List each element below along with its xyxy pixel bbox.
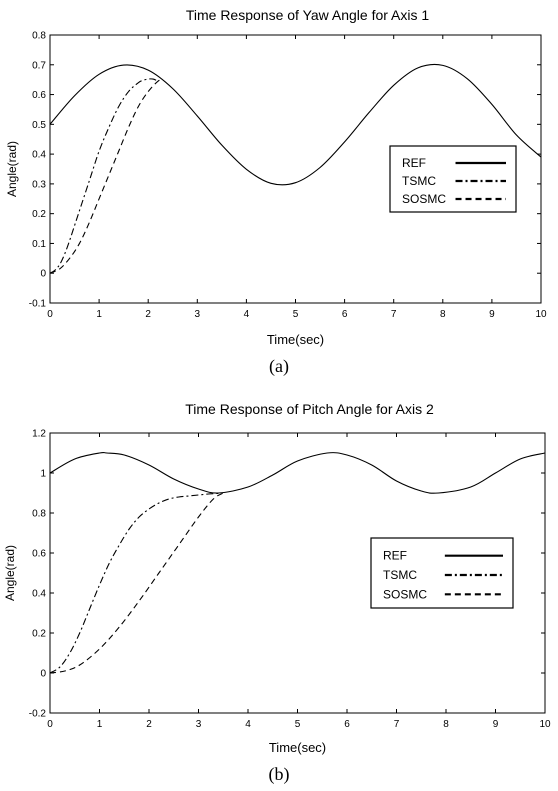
legend-box [370,537,514,609]
x-tick-label: 1 [97,719,103,730]
series-line-tsmc [49,492,219,674]
series-line-sosmc [49,492,224,674]
y-tick-label: 0.3 [32,179,46,190]
x-tick-label: 8 [440,309,446,320]
x-tick-label: 6 [342,309,348,320]
x-tick-label: 3 [195,309,201,320]
chart-b: Time Response of Pitch Angle for Axis 2 0… [3,401,551,755]
y-tick-label: 0.4 [32,150,46,161]
x-tick-label: 5 [293,309,299,320]
y-tick-label: 0.6 [32,549,46,560]
legend-label: SOSMC [383,587,427,601]
legend: REF TSMC SOSMC [389,145,517,213]
x-tick-label: 2 [146,719,152,730]
x-tick-label: 9 [493,719,499,730]
y-tick-label: 0.6 [32,90,46,101]
caption-b: (b) [268,764,290,784]
series-line-ref [49,451,546,494]
y-tick-label: 0 [40,669,46,680]
x-tick-label: 10 [535,309,547,320]
y-tick-label: 0.8 [32,509,46,520]
chart-a: Time Response of Yaw Angle for Axis 1 0 1 2… [5,7,547,347]
x-tick-label: 9 [489,309,495,320]
y-tick-label: 0.7 [32,60,46,71]
x-tick-label: 10 [539,719,551,730]
x-tick-label: 3 [196,719,202,730]
series-line-tsmc [49,78,159,274]
y-tick-label: 0.8 [32,31,46,42]
y-tick-label: 0 [40,269,46,280]
x-axis-label: Time(sec) [267,332,324,347]
y-tick-label: 1 [40,469,46,480]
x-tick-label: 0 [47,719,53,730]
x-tick-label: 8 [443,719,449,730]
legend-label: TSMC [383,568,417,582]
x-tick-label: 4 [245,719,251,730]
x-axis-label: Time(sec) [269,740,326,755]
x-tick-label: 7 [394,719,400,730]
x-tick-label: 0 [47,309,53,320]
series-line-sosmc [49,79,164,274]
legend: REF TSMC SOSMC [370,537,514,609]
y-tick-label: 1.2 [32,429,46,440]
legend-label: TSMC [402,174,436,188]
legend-box [389,145,517,213]
caption-a: (a) [269,356,289,376]
legend-label: REF [402,156,426,170]
y-tick-label: 0.5 [32,120,46,131]
x-tick-label: 2 [145,309,151,320]
y-tick-label: 0.1 [32,239,46,250]
y-tick-label: 0.4 [32,589,46,600]
y-tick-label: -0.2 [29,709,47,720]
x-tick-label: 1 [96,309,102,320]
legend-label: SOSMC [402,192,446,206]
y-axis-label: Angle(rad) [3,545,17,601]
y-tick-label: 0.2 [32,209,46,220]
chart-title: Time Response of Yaw Angle for Axis 1 [186,7,430,23]
y-tick-label: 0.2 [32,629,46,640]
series-line-ref [49,63,542,186]
legend-label: REF [383,549,407,563]
y-tick-label: -0.1 [29,299,47,310]
x-tick-label: 5 [295,719,301,730]
x-tick-label: 4 [244,309,250,320]
y-axis-label: Angle(rad) [5,141,19,197]
chart-title: Time Response of Pitch Angle for Axis 2 [185,401,434,417]
x-tick-label: 7 [391,309,397,320]
x-tick-label: 6 [344,719,350,730]
